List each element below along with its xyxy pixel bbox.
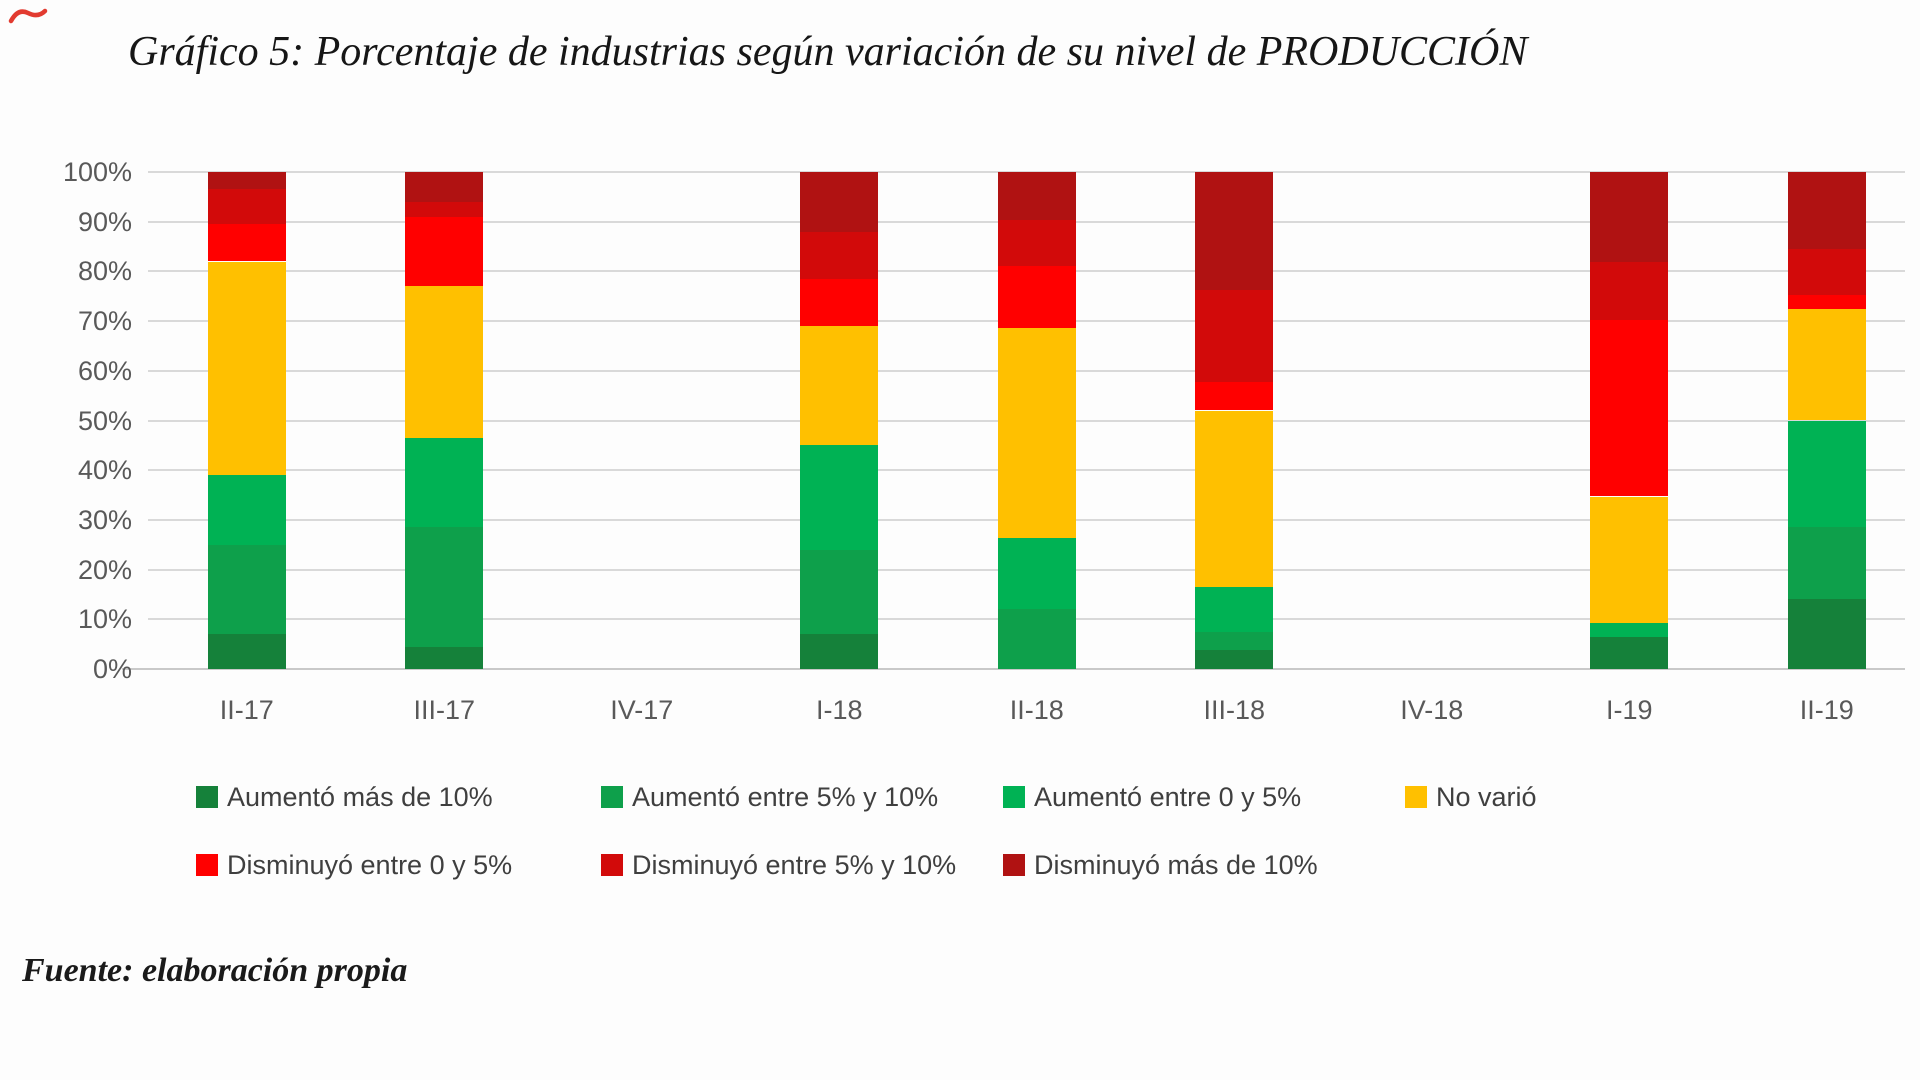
bar-segment xyxy=(1787,599,1866,669)
legend-item: Aumentó entre 0 y 5% xyxy=(1003,781,1301,813)
bar-segment xyxy=(207,189,286,225)
bar-segment xyxy=(207,172,286,190)
legend-swatch-icon xyxy=(196,854,218,876)
bar-segment xyxy=(800,278,879,327)
bar-segment xyxy=(997,172,1076,221)
legend-swatch-icon xyxy=(1003,854,1025,876)
x-tick-label: II-18 xyxy=(1009,695,1064,725)
legend-label: Disminuyó más de 10% xyxy=(1034,849,1318,880)
bar-segment xyxy=(1195,289,1274,382)
bar-segment xyxy=(1787,248,1866,296)
legend-item: No varió xyxy=(1405,781,1537,813)
y-tick-label: 30% xyxy=(77,504,132,535)
red-pen-mark xyxy=(8,8,48,24)
bar-segment xyxy=(1787,527,1866,600)
bar-segment xyxy=(1590,172,1669,262)
bar-segment xyxy=(405,286,484,438)
legend-swatch-icon xyxy=(196,786,218,808)
chart-title: Gráfico 5: Porcentaje de industrias segú… xyxy=(128,29,1528,75)
bar-segment xyxy=(997,328,1076,539)
bar-segment xyxy=(405,646,484,669)
bar-segment xyxy=(207,224,286,262)
source-note: Fuente: elaboración propia xyxy=(22,952,408,989)
bar-segment xyxy=(997,538,1076,610)
y-tick-label: 40% xyxy=(77,455,132,486)
legend-label: Aumentó entre 0 y 5% xyxy=(1034,781,1302,812)
legend-label: No varió xyxy=(1436,781,1537,812)
legend-swatch-icon xyxy=(1003,786,1025,808)
y-tick-label: 10% xyxy=(77,604,132,635)
chart-legend: Aumentó más de 10% Aumentó entre 5% y 10%… xyxy=(0,0,1920,880)
legend-item: Aumentó entre 5% y 10% xyxy=(601,781,938,813)
bar-segment xyxy=(405,201,484,217)
bar-segment xyxy=(405,172,484,202)
legend-swatch-icon xyxy=(601,786,623,808)
y-tick-label: 80% xyxy=(77,256,132,287)
x-tick-label: IV-18 xyxy=(1400,695,1464,725)
bar-segment xyxy=(1195,650,1274,669)
bar-segment xyxy=(207,261,286,476)
bar-segment xyxy=(207,544,286,635)
x-tick-label: IV-17 xyxy=(610,695,674,725)
bar-segment xyxy=(207,475,286,545)
x-tick-label: II-19 xyxy=(1799,695,1854,725)
bar-segment xyxy=(1195,381,1274,411)
bar-segment xyxy=(800,326,879,446)
bar-segment xyxy=(1787,420,1866,528)
bar-segment xyxy=(800,231,879,279)
bar-segment xyxy=(800,172,879,232)
legend-item: Disminuyó más de 10% xyxy=(1003,849,1318,881)
x-axis-line xyxy=(122,668,1905,670)
legend-label: Disminuyó entre 0 y 5% xyxy=(227,849,513,880)
legend-item: Aumentó más de 10% xyxy=(196,781,493,813)
bar-segment xyxy=(1590,623,1669,637)
x-tick-label: I-18 xyxy=(816,695,863,725)
y-tick-label: 60% xyxy=(77,355,132,386)
bar-segment xyxy=(1195,410,1274,587)
y-tick-label: 100% xyxy=(62,157,132,187)
legend-swatch-icon xyxy=(1405,786,1427,808)
bar-segment xyxy=(1195,631,1274,651)
y-tick-label: 20% xyxy=(77,554,132,585)
bar-segment xyxy=(800,549,879,635)
bar-segment xyxy=(405,527,484,647)
legend-label: Disminuyó entre 5% y 10% xyxy=(632,849,957,880)
bar-segment xyxy=(997,609,1076,669)
y-tick-label: 0% xyxy=(92,654,132,684)
bar-segment xyxy=(207,634,286,669)
legend-label: Aumentó más de 10% xyxy=(227,781,493,812)
bar-segment xyxy=(1787,295,1866,309)
plot-area: 0% 10% 20% 30% 40% 50% 60% 70% 80% 90% 100% II-17 II… xyxy=(62,157,1905,725)
bar-segment xyxy=(1590,636,1669,669)
y-tick-label: 50% xyxy=(77,405,132,436)
x-tick-label: II-17 xyxy=(219,695,274,725)
bar-segment xyxy=(997,266,1076,328)
bar-segment xyxy=(1787,308,1866,421)
y-tick-label: 90% xyxy=(77,206,132,237)
bar-segment xyxy=(997,220,1076,267)
legend-swatch-icon xyxy=(601,854,623,876)
bar-segment xyxy=(800,445,879,550)
bar-segment xyxy=(1590,320,1669,497)
bar-segment xyxy=(405,437,484,528)
x-tick-label: I-19 xyxy=(1606,695,1653,725)
legend-item: Disminuyó entre 0 y 5% xyxy=(196,849,512,881)
bar-segment xyxy=(1195,587,1274,632)
bar-segment xyxy=(405,216,484,287)
bar-segment xyxy=(1787,172,1866,249)
bar-segment xyxy=(1590,261,1669,321)
y-tick-label: 70% xyxy=(77,306,132,337)
legend-label: Aumentó entre 5% y 10% xyxy=(632,781,939,812)
legend-item: Disminuyó entre 5% y 10% xyxy=(601,849,956,881)
x-tick-label: III-17 xyxy=(413,695,476,725)
bar-segment xyxy=(1195,172,1274,290)
bar-segment xyxy=(1590,496,1669,624)
bar-segment xyxy=(800,634,879,669)
x-tick-label: III-18 xyxy=(1203,695,1266,725)
